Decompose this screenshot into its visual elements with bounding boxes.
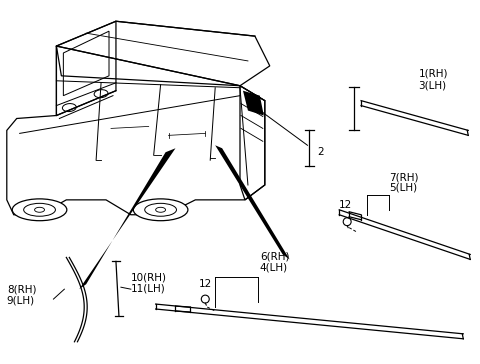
- Text: 11(LH): 11(LH): [131, 283, 166, 293]
- Ellipse shape: [35, 207, 45, 212]
- Text: 10(RH): 10(RH): [131, 272, 167, 282]
- Ellipse shape: [12, 199, 67, 221]
- Text: 7(RH): 7(RH): [389, 172, 419, 182]
- Text: 12: 12: [198, 279, 212, 289]
- Ellipse shape: [24, 203, 55, 216]
- Text: 4(LH): 4(LH): [260, 262, 288, 272]
- Polygon shape: [79, 148, 176, 289]
- Text: 5(LH): 5(LH): [389, 183, 417, 193]
- Text: 6(RH): 6(RH): [260, 252, 289, 261]
- Ellipse shape: [133, 199, 188, 221]
- Text: 8(RH): 8(RH): [7, 284, 36, 294]
- Text: 2: 2: [317, 147, 324, 157]
- Text: 3(LH): 3(LH): [419, 81, 447, 91]
- Text: 1(RH): 1(RH): [419, 69, 448, 79]
- Polygon shape: [243, 91, 264, 115]
- Text: 12: 12: [339, 200, 352, 210]
- Ellipse shape: [145, 203, 177, 216]
- Ellipse shape: [156, 207, 166, 212]
- Polygon shape: [215, 145, 289, 260]
- Text: 9(LH): 9(LH): [7, 295, 35, 305]
